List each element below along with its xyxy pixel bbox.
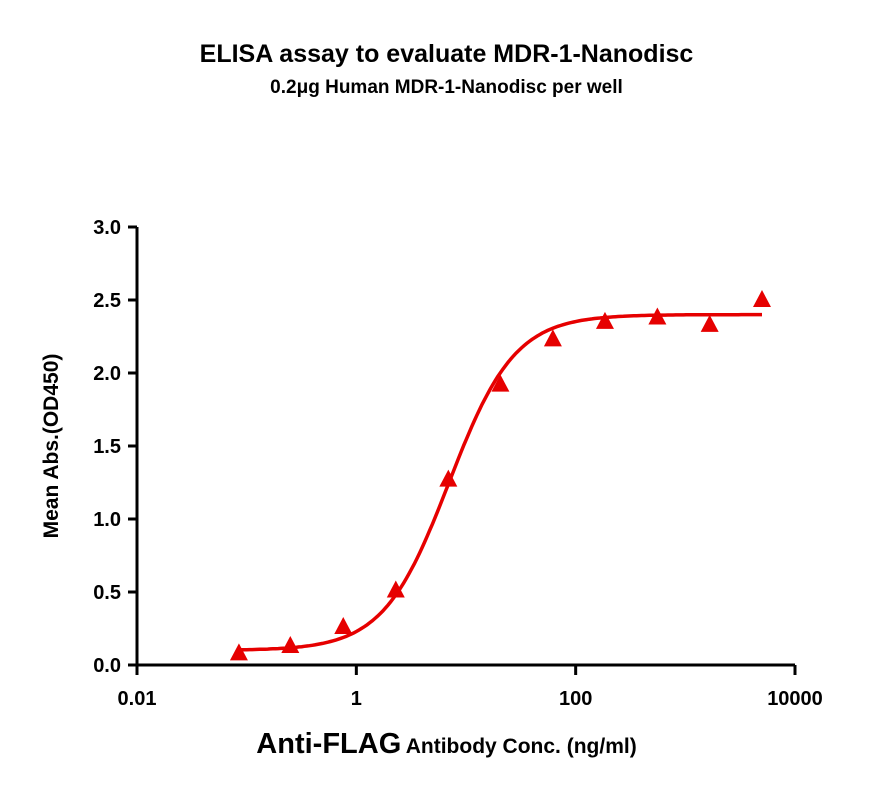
y-axis-label: Mean Abs.(OD450) bbox=[40, 353, 63, 539]
data-point bbox=[386, 580, 405, 598]
data-point bbox=[491, 374, 510, 392]
y-tick-label: 0.0 bbox=[93, 655, 121, 677]
data-point bbox=[439, 469, 458, 487]
data-point bbox=[281, 636, 300, 654]
y-tick-label: 1.0 bbox=[93, 509, 121, 531]
data-point bbox=[543, 329, 562, 347]
y-tick-label: 0.5 bbox=[93, 582, 121, 604]
x-tick-label: 10000 bbox=[767, 688, 823, 710]
chart-subtitle: 0.2μg Human MDR-1-Nanodisc per well bbox=[270, 77, 623, 98]
data-point bbox=[752, 290, 771, 307]
x-axis-label: Anti-FLAG Antibody Conc. (ng/ml) bbox=[0, 728, 893, 761]
data-point bbox=[700, 314, 719, 332]
y-tick-label: 1.5 bbox=[93, 436, 121, 458]
data-point bbox=[595, 311, 614, 329]
data-point bbox=[334, 617, 353, 635]
x-tick-label: 0.01 bbox=[118, 688, 157, 710]
data-point bbox=[229, 643, 248, 661]
chart-title: ELISA assay to evaluate MDR-1-Nanodisc bbox=[199, 40, 694, 68]
data-point bbox=[648, 307, 667, 325]
y-tick-label: 2.5 bbox=[93, 290, 121, 312]
y-tick-label: 2.0 bbox=[93, 363, 121, 385]
x-axis-label-main: Anti-FLAG bbox=[256, 728, 402, 760]
x-axis-label-rest: Antibody Conc. (ng/ml) bbox=[405, 735, 637, 758]
x-tick-label: 1 bbox=[351, 688, 362, 710]
fit-curve bbox=[238, 312, 762, 652]
y-tick-label: 3.0 bbox=[93, 217, 121, 239]
x-tick-label: 100 bbox=[559, 688, 592, 710]
